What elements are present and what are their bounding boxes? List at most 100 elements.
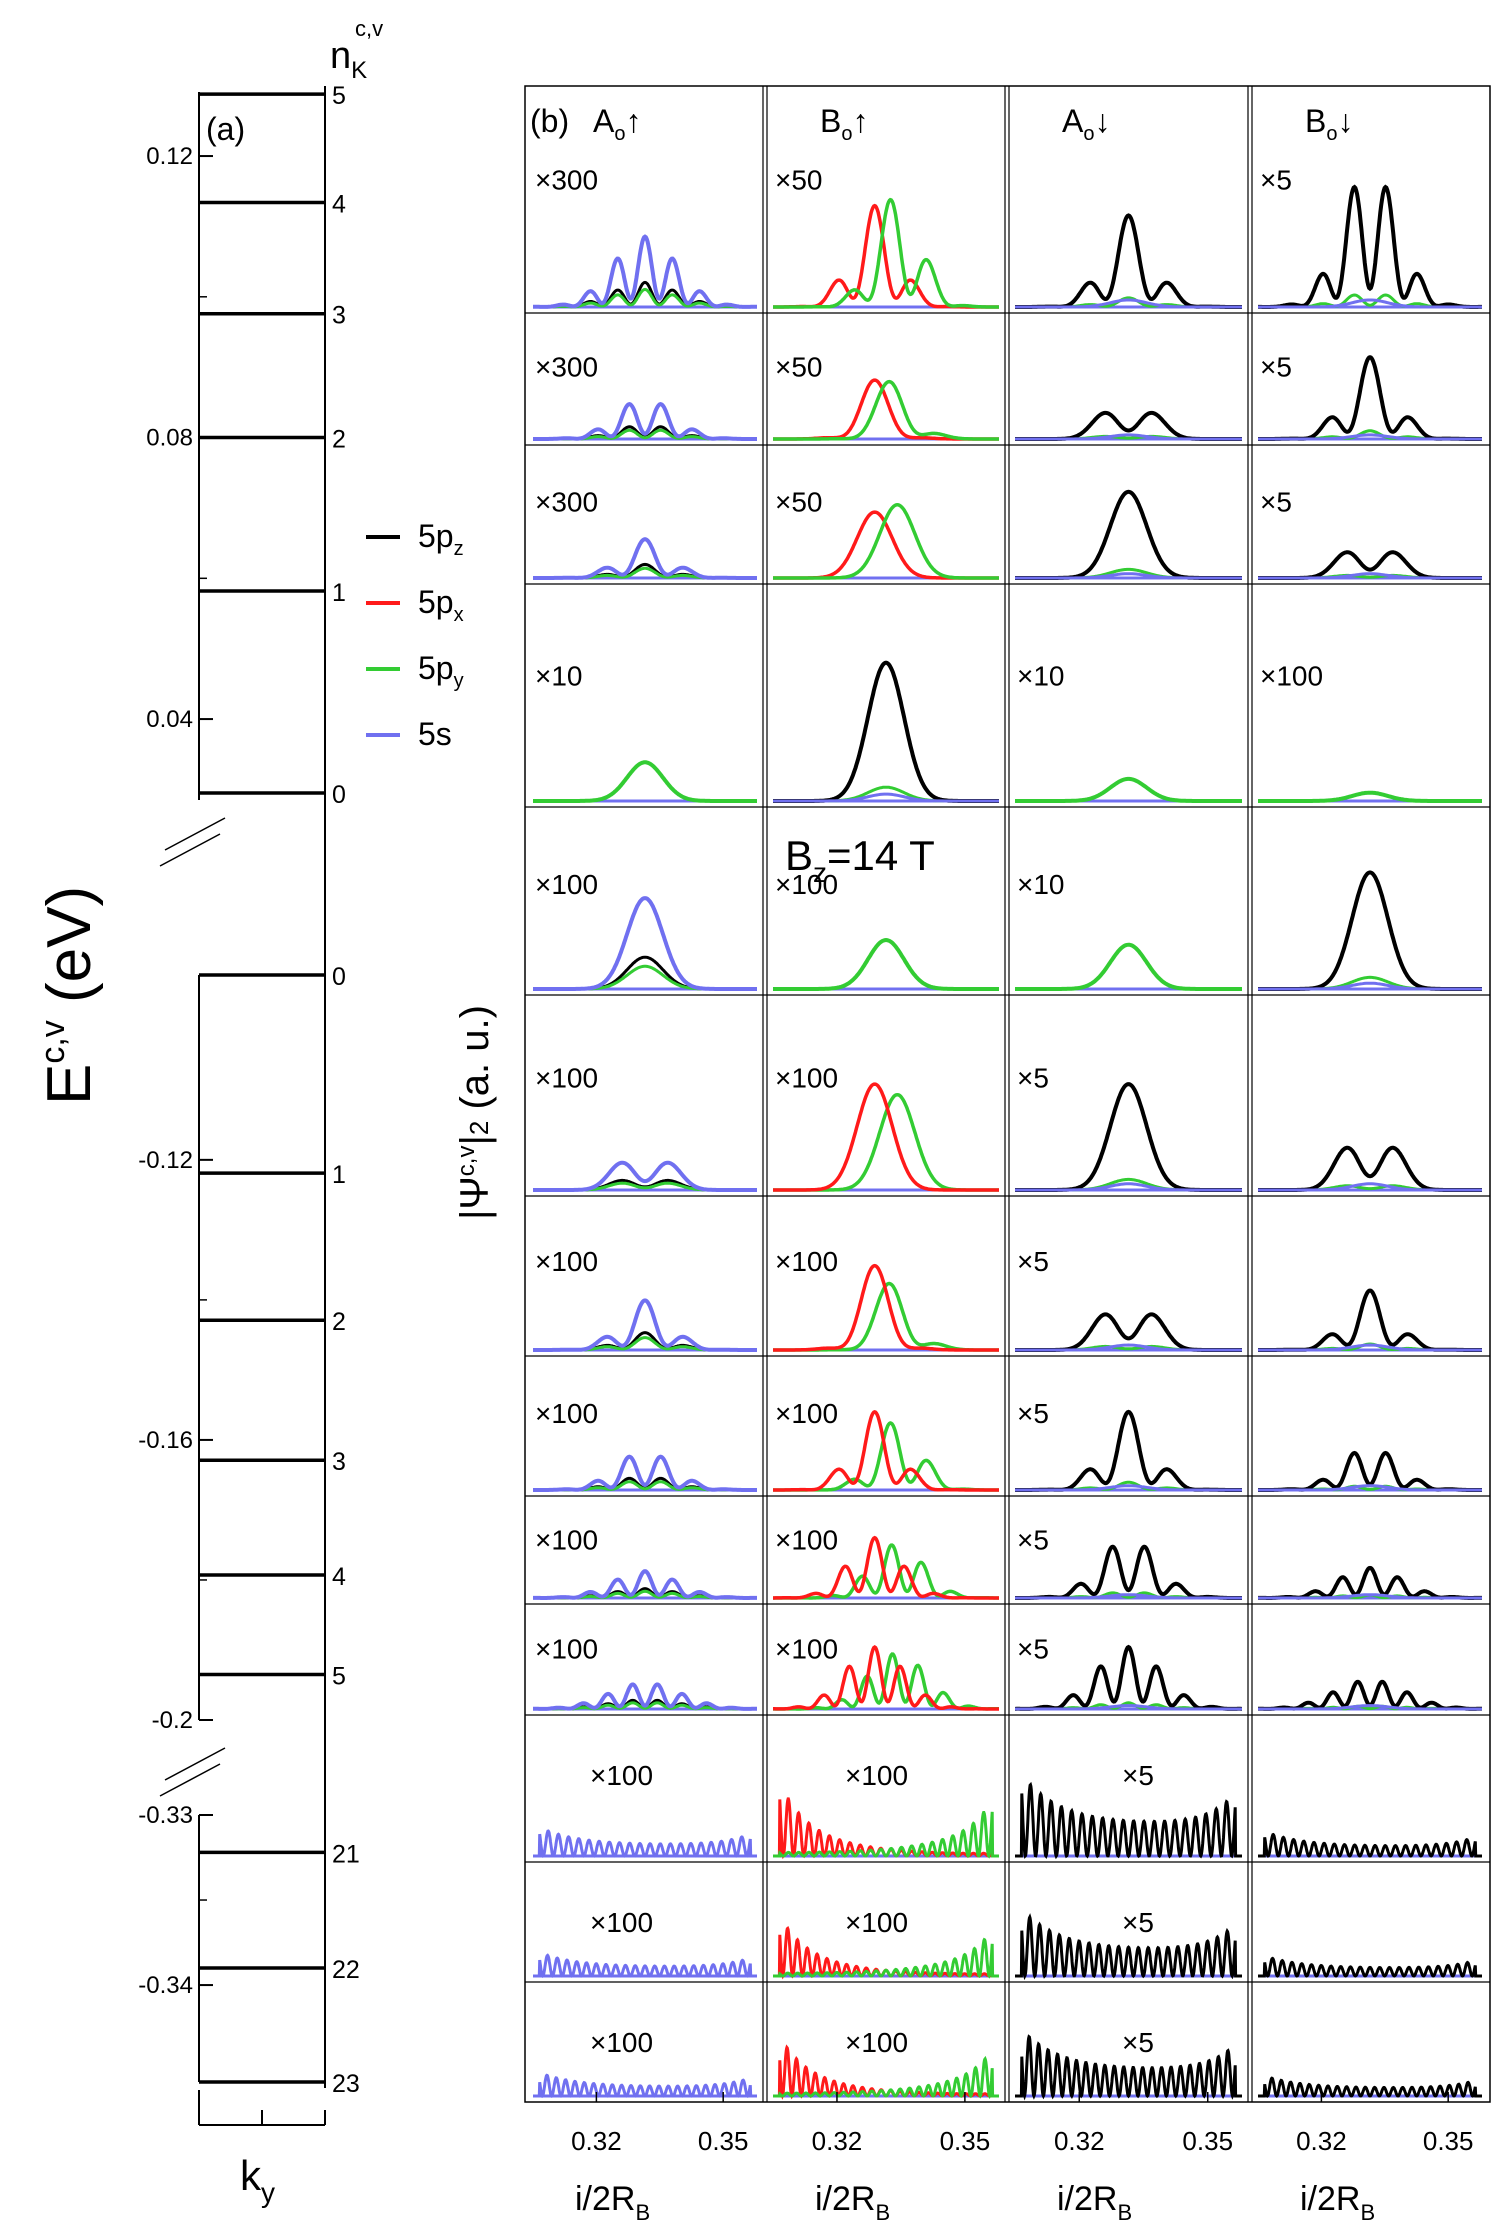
curve-5pz [1015,2034,1242,2101]
scale-factor-label: ×100 [535,1246,598,1277]
x-tick-label: 0.35 [1182,2126,1233,2156]
wavefunction-cell: ×5 [1258,486,1482,580]
curve-5py [773,197,999,309]
scale-factor-label: ×100 [775,1398,838,1429]
wavefunction-cell: ×100 [533,869,757,991]
y-tick-label: -0.16 [138,1427,193,1454]
wavefunction-cell: ×100 [533,1907,757,1978]
x-axis-label: i/2RB [1057,2180,1132,2225]
panel-b-y-axis-label: |Ψc,v|2 (a. u.) [453,1005,497,1220]
x-tick-label: 0.32 [1296,2126,1347,2156]
axis-break-mark [159,833,221,867]
x-axis-label: i/2RB [575,2180,650,2225]
level-index-label: 21 [332,1840,360,1868]
scale-factor-label: ×50 [775,351,823,382]
wavefunction-cell: ×100 [533,1062,757,1192]
curve-5py [773,379,999,441]
y-tick-label: -0.33 [138,1802,193,1829]
wavefunction-cell: ×5 [1015,1246,1242,1352]
scale-factor-label: ×100 [535,869,598,900]
scale-factor-label: ×100 [775,1062,838,1093]
x-axis-label: ky [240,2152,275,2208]
scale-factor-label: ×300 [535,164,598,195]
curve-5pz [1015,1409,1242,1492]
x-tick-label: 0.35 [1423,2126,1474,2156]
wavefunction-cell [1258,870,1482,991]
level-index-label: 3 [332,302,346,330]
scale-factor-label: ×100 [590,1907,653,1938]
legend-entry: 5px [418,584,464,626]
curve-5py [773,502,999,580]
scale-factor-label: ×100 [1260,661,1323,692]
curve-5pz [1258,2076,1482,2098]
curve-5s [1015,1182,1242,1192]
wavefunction-cell: ×10 [1015,869,1242,991]
wavefunction-cell: ×100 [533,1246,757,1352]
wavefunction-cell [1258,1145,1482,1192]
scale-factor-label: ×100 [535,1634,598,1665]
curve-5s [533,537,757,580]
curve-5pz [533,955,757,991]
curve-5py [1258,790,1482,803]
wavefunction-cell: ×100 [533,1524,757,1600]
wavefunction-cell [1015,213,1242,309]
wavefunction-cell: ×5 [1258,164,1482,309]
curve-5s [1258,1182,1482,1192]
curve-5s [1015,1343,1242,1352]
curve-5s [1258,572,1482,580]
scale-factor-label: ×10 [1017,661,1065,692]
level-index-label: 5 [332,82,346,110]
curve-5pz [1015,1913,1242,1981]
wavefunction-cell: ×100 [533,1634,757,1711]
scale-factor-label: ×300 [535,351,598,382]
curve-5s [1015,572,1242,580]
level-index-label: 4 [332,190,346,218]
wavefunction-cell: ×100 [773,1246,999,1352]
level-index-label: 0 [332,781,346,809]
wavefunction-cell: ×5 [1015,1760,1242,1860]
level-index-label: 5 [332,1662,346,1690]
curve-5py [1015,942,1242,991]
curve-5pz [1258,184,1482,309]
level-index-label: 2 [332,1308,346,1336]
curve-5px [773,1263,999,1352]
wavefunction-cell [1258,1288,1482,1352]
curve-5s [1258,1484,1482,1492]
y-tick-label: 0.12 [146,143,193,170]
wavefunction-cell: ×5 [1015,1398,1242,1492]
legend-entry: 5py [418,650,464,692]
wavefunction-cell: ×100 [1258,661,1482,803]
scale-factor-label: ×100 [775,869,838,900]
wavefunction-cell: ×300 [533,351,757,441]
column-header: Bo↓ [1305,103,1353,145]
wavefunction-cell: ×300 [533,486,757,580]
curve-5py [773,1543,999,1600]
scale-factor-label: ×50 [775,486,823,517]
curve-5pz [533,1331,757,1352]
scale-factor-label: ×300 [535,486,598,517]
column-header: Bo↑ [820,103,868,145]
level-index-label: 2 [332,426,346,454]
wavefunction-cell: ×10 [1015,661,1242,803]
column-header: Ao↑ [593,103,641,145]
scale-factor-label: ×5 [1122,1760,1154,1791]
scale-factor-label: ×100 [590,2027,653,2058]
y-tick-label: 0.08 [146,425,193,452]
wavefunction-cell: ×100 [773,869,999,991]
right-axis-label: nK [330,35,367,84]
column-header: Ao↓ [1062,103,1110,145]
wavefunction-cell: ×5 [1258,351,1482,441]
curve-5s [533,1160,757,1192]
scale-factor-label: ×100 [535,1524,598,1555]
curve-5s [533,234,757,309]
wavefunction-cell [1258,1956,1482,1978]
wavefunction-cell: ×50 [773,486,999,580]
scale-factor-label: ×5 [1017,1634,1049,1665]
wavefunction-cell: ×100 [533,1398,757,1492]
wavefunction-cell [1258,1450,1482,1492]
scale-factor-label: ×5 [1260,486,1292,517]
curve-5s [773,792,999,803]
scale-factor-label: ×100 [590,1760,653,1791]
curve-5s [533,1829,757,1858]
scale-factor-label: ×5 [1017,1062,1049,1093]
